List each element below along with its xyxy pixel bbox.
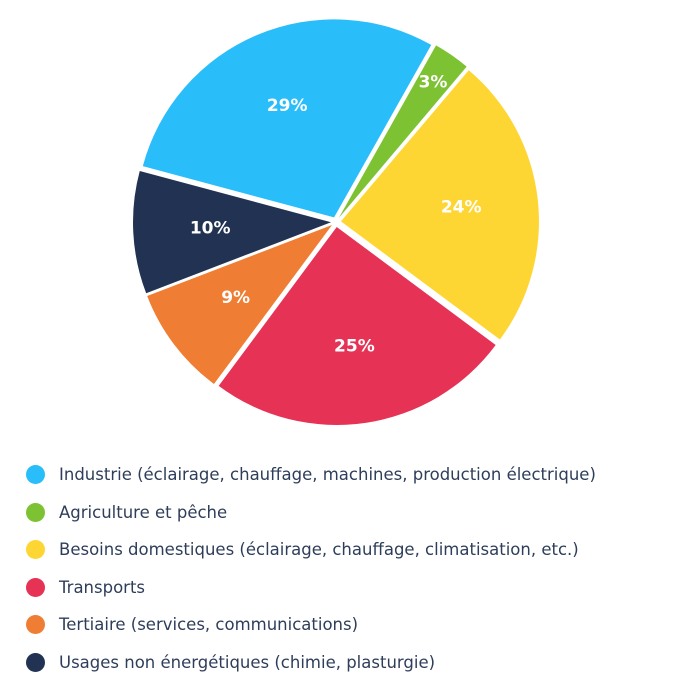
pie-data-label-5: 10%	[190, 219, 231, 239]
pie-data-labels: 29% 3% 24% 25% 9% 10%	[190, 72, 482, 356]
legend-item-tertiaire: Tertiaire (services, communications)	[26, 606, 666, 644]
legend-swatch-usages	[26, 652, 45, 672]
legend-label-domestiques: Besoins domestiques (éclairage, chauffag…	[59, 540, 579, 560]
pie-slice-5	[133, 171, 332, 294]
legend-item-agriculture: Agriculture et pêche	[26, 494, 666, 532]
legend-label-transports: Transports	[59, 577, 146, 597]
pie-slice-4	[147, 225, 333, 384]
legend-swatch-agriculture	[26, 502, 45, 522]
pie-slices	[133, 19, 539, 425]
pie-data-label-4: 9%	[221, 288, 250, 308]
pie-data-label-3: 25%	[334, 337, 375, 357]
pie-slice-3	[218, 226, 496, 425]
legend-swatch-domestiques	[26, 540, 45, 560]
legend-swatch-tertiaire	[26, 615, 45, 635]
pie-slice-0	[142, 19, 432, 218]
legend-item-usages: Usages non énergétiques (chimie, plastur…	[26, 644, 666, 682]
legend-label-tertiaire: Tertiaire (services, communications)	[59, 615, 359, 635]
legend-label-agriculture: Agriculture et pêche	[59, 502, 228, 522]
pie-svg: 29% 3% 24% 25% 9% 10%	[133, 19, 539, 425]
legend-swatch-transports	[26, 577, 45, 597]
pie-data-label-2: 24%	[441, 198, 482, 218]
legend-label-industrie: Industrie (éclairage, chauffage, machine…	[59, 465, 596, 485]
legend-item-industrie: Industrie (éclairage, chauffage, machine…	[26, 456, 666, 494]
pie-slice-1	[338, 45, 467, 218]
pie-data-label-1: 3%	[419, 72, 448, 92]
legend-label-usages: Usages non énergétiques (chimie, plastur…	[59, 652, 436, 672]
legend-item-transports: Transports	[26, 569, 666, 607]
legend-swatch-industrie	[26, 465, 45, 485]
pie-slice-2	[340, 70, 539, 340]
chart-legend: Industrie (éclairage, chauffage, machine…	[26, 456, 666, 681]
pie-data-label-0: 29%	[267, 96, 308, 116]
legend-item-domestiques: Besoins domestiques (éclairage, chauffag…	[26, 531, 666, 569]
